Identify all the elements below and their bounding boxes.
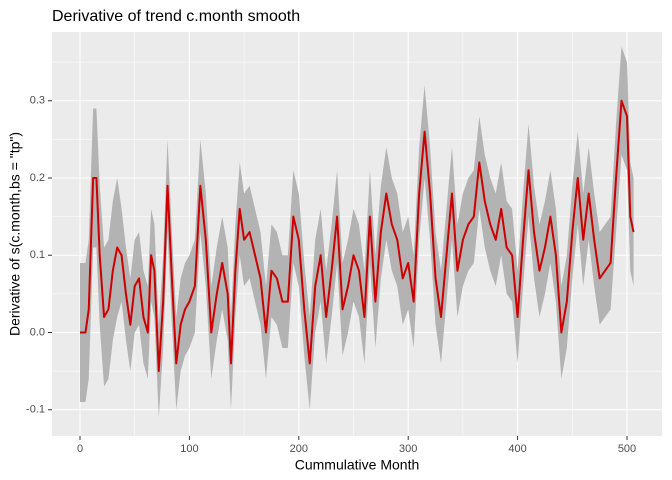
y-axis-label: Derivative of s(c.month,bs = "tp") [7,132,23,336]
derivative-line [80,99,635,373]
y-tick-label: 0.3 [30,95,45,107]
x-tick-label: 200 [290,443,308,455]
x-axis-label: Cummulative Month [295,457,420,473]
y-tick-label: -0.1 [26,404,45,416]
chart-title: Derivative of trend c.month smooth [52,8,300,25]
x-tick-label: 500 [618,443,636,455]
confidence-band [80,46,634,418]
x-tick-label: 100 [180,443,198,455]
y-tick-label: 0.1 [30,249,45,261]
y-tick-label: 0.0 [30,326,45,338]
x-tick-label: 400 [508,443,526,455]
x-tick-label: 300 [399,443,417,455]
y-tick-label: 0.2 [30,172,45,184]
x-tick-label: 0 [77,443,83,455]
